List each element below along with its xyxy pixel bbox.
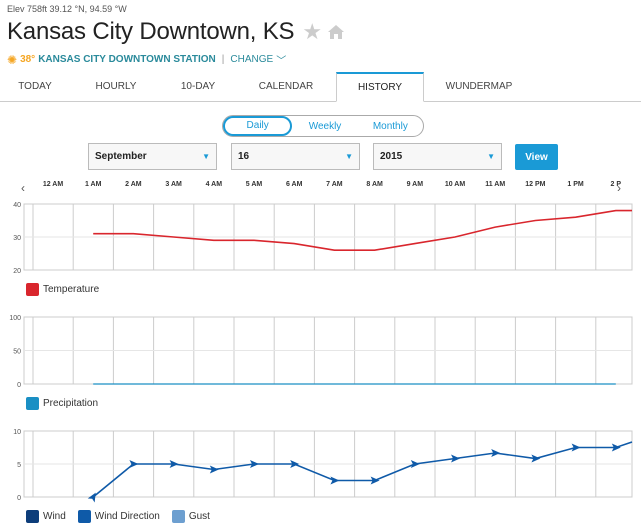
wind-direction-marker <box>451 454 460 463</box>
legend-label-precipitation: Precipitation <box>43 398 99 409</box>
hour-label: 11 AM <box>485 181 506 188</box>
month-select[interactable]: September ▼ <box>88 143 217 170</box>
chevron-right-icon[interactable]: › <box>617 181 621 195</box>
wind-direction-marker <box>330 476 340 485</box>
hour-label: 5 AM <box>245 181 263 188</box>
tab-calendar[interactable]: CALENDAR <box>258 81 314 92</box>
daily-option[interactable]: Daily <box>223 116 293 136</box>
year-select[interactable]: 2015 ▼ <box>373 143 502 170</box>
hour-label: 6 AM <box>285 181 303 188</box>
wind-direction-marker <box>209 465 219 474</box>
wind-direction-marker <box>491 449 501 457</box>
temperature-swatch <box>26 283 39 296</box>
hour-label: 4 AM <box>205 181 223 188</box>
wind-direction-marker <box>290 460 300 468</box>
y-tick-label: 50 <box>13 349 21 356</box>
legend-label-wind: Wind <box>43 511 66 522</box>
wind-legend: Wind Wind Direction Gust <box>26 510 222 523</box>
day-select[interactable]: 16 ▼ <box>231 143 360 170</box>
wind-direction-marker <box>571 443 581 452</box>
home-icon[interactable] <box>326 22 346 42</box>
change-station-link[interactable]: CHANGE <box>230 54 274 65</box>
page-title: Kansas City Downtown, KS <box>7 18 295 45</box>
star-icon[interactable]: ★ <box>302 19 323 44</box>
y-tick-label: 5 <box>17 462 21 469</box>
hour-label: 8 AM <box>366 181 383 188</box>
temperature-legend: Temperature <box>26 283 111 296</box>
wind-swatch <box>26 510 39 523</box>
elevation-info: Elev 758ft 39.12 °N, 94.59 °W <box>7 4 127 14</box>
nav-tabs: TODAY HOURLY 10-DAY CALENDAR HISTORY WUN… <box>0 72 641 102</box>
hour-label: 3 AM <box>165 181 182 188</box>
wind-direction-marker <box>250 460 259 468</box>
hour-label: 2 AM <box>125 181 142 188</box>
legend-label-wind-direction: Wind Direction <box>94 511 160 522</box>
tab-wundermap[interactable]: WUNDERMAP <box>445 81 513 92</box>
current-temp: 38° <box>20 54 36 65</box>
sun-icon: ✺ <box>7 52 18 67</box>
wind-direction-marker <box>410 460 420 468</box>
tab-10-day[interactable]: 10-DAY <box>180 81 216 92</box>
hour-label: 7 AM <box>326 181 343 188</box>
wind-direction-marker <box>129 460 139 468</box>
wind-direction-marker <box>169 460 179 468</box>
wind-direction-marker <box>611 443 621 452</box>
wind-direction-marker <box>87 492 96 503</box>
view-button[interactable]: View <box>515 144 558 170</box>
legend-item-precipitation[interactable]: Precipitation <box>26 397 98 410</box>
tab-hourly[interactable]: HOURLY <box>95 81 137 92</box>
year-value: 2015 <box>380 151 403 162</box>
legend-item-temperature[interactable]: Temperature <box>26 283 99 296</box>
legend-item-wind-direction[interactable]: Wind Direction <box>77 510 160 523</box>
y-tick-label: 40 <box>13 202 21 209</box>
hour-label: 12 PM <box>525 181 546 188</box>
y-tick-label: 30 <box>13 235 21 242</box>
hour-label: 1 PM <box>567 181 584 188</box>
day-value: 16 <box>238 151 250 162</box>
station-row: ✺ 38° KANSAS CITY DOWNTOWN STATION | CHA… <box>7 52 287 68</box>
tab-today[interactable]: TODAY <box>18 81 52 92</box>
gust-swatch <box>171 510 185 523</box>
dropdown-arrow-icon: ▼ <box>202 152 210 161</box>
hour-label: 10 AM <box>444 181 466 188</box>
wind-direction-marker <box>370 476 380 485</box>
chevron-left-icon[interactable]: ‹ <box>21 181 25 195</box>
precipitation-swatch <box>26 397 39 410</box>
title-row: Kansas City Downtown, KS ★ <box>7 18 346 46</box>
hour-label: 12 AM <box>42 181 64 188</box>
y-tick-label: 10 <box>13 429 21 436</box>
weekly-option[interactable]: Weekly <box>308 120 342 132</box>
y-tick-label: 100 <box>9 315 21 322</box>
hour-axis: 12 AM 1 AM 2 AM 3 AM 4 AM 5 AM 6 AM 7 AM 8 AM 9 A… <box>0 181 641 195</box>
chevron-down-icon[interactable]: ﹀ <box>276 56 287 67</box>
monthly-option[interactable]: Monthly <box>372 120 408 132</box>
legend-item-gust[interactable]: Gust <box>171 510 210 523</box>
legend-label-temperature: Temperature <box>43 284 100 295</box>
separator: | <box>221 54 225 65</box>
precipitation-legend: Precipitation <box>26 397 110 410</box>
y-tick-label: 0 <box>17 495 21 502</box>
hour-label: 9 AM <box>406 181 424 188</box>
hour-label: 1 AM <box>84 181 102 188</box>
y-tick-label: 20 <box>13 268 21 275</box>
station-link[interactable]: KANSAS CITY DOWNTOWN STATION <box>38 54 216 65</box>
month-value: September <box>95 151 147 162</box>
dropdown-arrow-icon: ▼ <box>345 152 353 161</box>
wind-direction-marker <box>531 454 541 463</box>
period-toggle: Daily Weekly Monthly <box>222 115 424 137</box>
wind-direction-swatch <box>77 510 91 523</box>
tab-history[interactable]: HISTORY <box>336 72 424 102</box>
y-tick-label: 0 <box>17 382 21 389</box>
legend-label-gust: Gust <box>188 511 210 522</box>
dropdown-arrow-icon: ▼ <box>487 152 495 161</box>
legend-item-wind[interactable]: Wind <box>26 510 66 523</box>
hour-label: 2 P <box>610 181 622 188</box>
temperature-line <box>93 209 632 251</box>
